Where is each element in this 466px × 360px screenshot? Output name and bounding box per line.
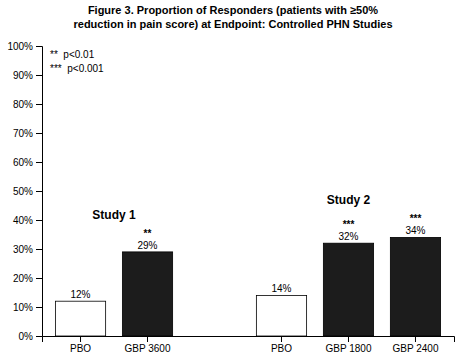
group-label: Study 2 (327, 193, 371, 207)
bar (390, 237, 440, 336)
tick-label: 40% (13, 215, 33, 226)
tick-mark (36, 46, 42, 47)
y-tick: 70% (13, 128, 42, 139)
y-tick: 100% (7, 41, 42, 52)
bars (55, 237, 440, 336)
bar (256, 295, 306, 336)
data-label: 32% (338, 231, 358, 242)
tick-label: GBP 2400 (392, 343, 438, 354)
annotation: ** (144, 228, 152, 239)
y-tick: 30% (13, 244, 42, 255)
x-tick: PBO (271, 336, 292, 354)
tick-label: 100% (7, 41, 33, 52)
y-tick: 20% (13, 273, 42, 284)
tick-label: PBO (70, 343, 91, 354)
bar (122, 252, 172, 336)
title: Figure 3. Proportion of Responders (pati… (73, 4, 392, 30)
tick-label: 30% (13, 244, 33, 255)
tick-mark (36, 220, 42, 221)
tick-mark (36, 133, 42, 134)
tick-label: 20% (13, 273, 33, 284)
x-axis: PBO GBP 3600 PBO GBP 1800 GBP 2400 (43, 336, 455, 354)
tick-mark (147, 336, 148, 342)
tick-mark (36, 162, 42, 163)
tick-label: GBP 3600 (125, 343, 171, 354)
tick-label: GBP 1800 (326, 343, 372, 354)
tick-label: 50% (13, 186, 33, 197)
tick-mark (281, 336, 282, 342)
x-tick: PBO (70, 336, 91, 354)
y-tick: 80% (13, 99, 42, 110)
tick-mark (348, 336, 349, 342)
data-label: 14% (271, 283, 291, 294)
tick-mark (36, 336, 42, 337)
data-label: 29% (138, 240, 158, 251)
bar (323, 243, 373, 336)
tick-label: 10% (13, 302, 33, 313)
y-tick: 40% (13, 215, 42, 226)
annotation: *** (410, 213, 422, 224)
tick-mark (36, 75, 42, 76)
chart: Figure 3. Proportion of Responders (pati… (0, 0, 466, 360)
tick-mark (36, 278, 42, 279)
tick-label: 60% (13, 157, 33, 168)
labels: 12%29%14%32%34%********Study 1Study 2** … (50, 49, 426, 300)
bar (55, 301, 105, 336)
tick-mark (36, 307, 42, 308)
x-tick: GBP 2400 (392, 336, 438, 354)
y-tick: 90% (13, 70, 42, 81)
tick-label: 0% (19, 331, 34, 342)
x-tick: GBP 3600 (125, 336, 171, 354)
note: *** p<0.001 (50, 63, 104, 74)
axis-line (36, 47, 43, 337)
y-axis: 0% 10% 20% 30% 40% 50% 60% 70% 80% 90% 100% (7, 41, 42, 342)
data-label: 12% (71, 289, 91, 300)
y-tick: 0% (19, 331, 42, 342)
tick-mark (80, 336, 81, 342)
tick-mark (415, 336, 416, 342)
note: ** p<0.01 (50, 49, 95, 60)
tick-mark (36, 249, 42, 250)
y-tick: 50% (13, 186, 42, 197)
tick-mark (36, 191, 42, 192)
group-label: Study 1 (92, 208, 136, 222)
tick-mark (36, 104, 42, 105)
axis-line (43, 337, 455, 343)
y-tick: 60% (13, 157, 42, 168)
tick-label: 80% (13, 99, 33, 110)
tick-label: PBO (271, 343, 292, 354)
x-tick: GBP 1800 (326, 336, 372, 354)
data-label: 34% (405, 225, 425, 236)
tick-label: 70% (13, 128, 33, 139)
annotation: *** (343, 219, 355, 230)
y-tick: 10% (13, 302, 42, 313)
tick-label: 90% (13, 70, 33, 81)
